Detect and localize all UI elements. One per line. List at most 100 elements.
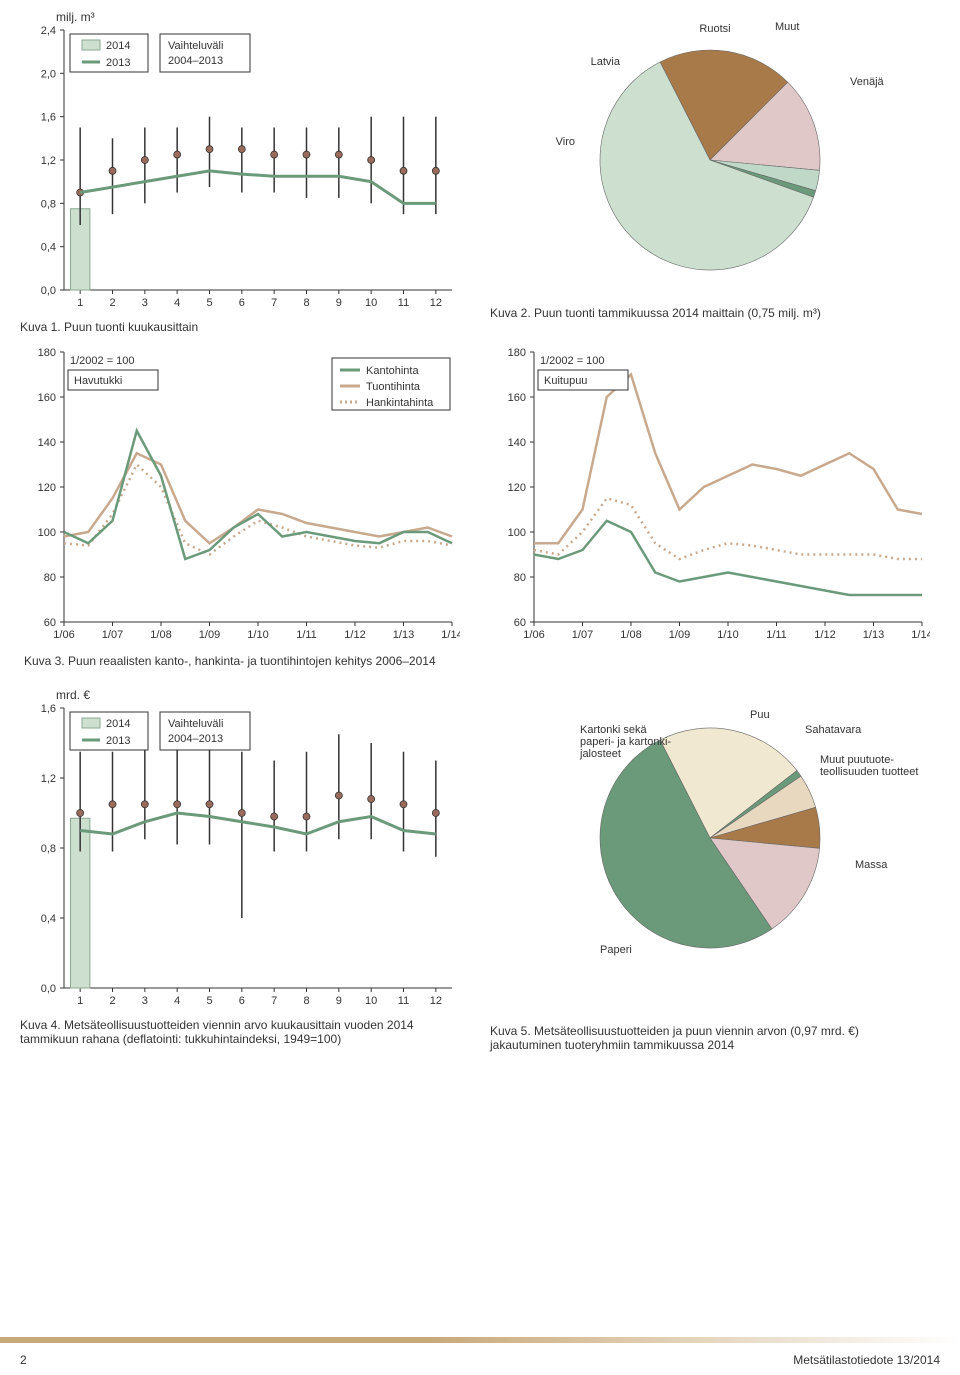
svg-text:180: 180	[508, 347, 526, 359]
svg-text:1/07: 1/07	[572, 629, 593, 641]
row-3: mrd. € 0,00,40,81,21,6123456789101112201…	[20, 688, 940, 1056]
svg-text:10: 10	[365, 297, 377, 309]
svg-text:1/12: 1/12	[814, 629, 835, 641]
fig1-caption: Kuva 1. Puun tuonti kuukausittain	[20, 320, 470, 334]
page: milj. m³ 0,00,40,81,21,62,02,41234567891…	[0, 0, 960, 1375]
svg-text:0,8: 0,8	[41, 198, 56, 210]
fig2-svg: ViroLatviaRuotsiMuutVenäjä	[490, 10, 930, 300]
svg-text:60: 60	[514, 617, 526, 629]
svg-text:12: 12	[430, 297, 442, 309]
svg-text:2014: 2014	[106, 40, 130, 52]
svg-text:1/09: 1/09	[199, 629, 220, 641]
svg-text:Sahatavara: Sahatavara	[805, 724, 862, 736]
svg-text:1/11: 1/11	[766, 629, 787, 641]
svg-text:Kuitupuu: Kuitupuu	[544, 375, 587, 387]
fig4-caption: Kuva 4. Metsäteollisuustuotteiden vienni…	[20, 1018, 450, 1046]
svg-text:2014: 2014	[106, 718, 130, 730]
svg-text:80: 80	[44, 572, 56, 584]
svg-text:8: 8	[303, 995, 309, 1007]
svg-text:1/12: 1/12	[344, 629, 365, 641]
svg-text:1,6: 1,6	[41, 703, 56, 715]
svg-text:2004–2013: 2004–2013	[168, 55, 223, 67]
svg-text:0,4: 0,4	[41, 242, 56, 254]
svg-text:120: 120	[38, 482, 56, 494]
svg-text:Puu: Puu	[750, 709, 770, 721]
svg-text:11: 11	[398, 297, 409, 309]
svg-text:12: 12	[430, 995, 442, 1007]
svg-text:1/06: 1/06	[53, 629, 74, 641]
svg-text:6: 6	[239, 297, 245, 309]
svg-text:Vaihteluväli: Vaihteluväli	[168, 718, 223, 730]
svg-text:Tuontihinta: Tuontihinta	[366, 381, 421, 393]
svg-text:160: 160	[38, 392, 56, 404]
svg-text:Latvia: Latvia	[591, 56, 621, 68]
svg-text:100: 100	[508, 527, 526, 539]
fig4-svg: 0,00,40,81,21,612345678910111220142013Va…	[20, 702, 460, 1012]
svg-text:5: 5	[206, 297, 212, 309]
svg-text:1/2002 = 100: 1/2002 = 100	[540, 355, 605, 367]
svg-text:Kantohinta: Kantohinta	[366, 365, 419, 377]
svg-text:1/13: 1/13	[393, 629, 414, 641]
fig5-panel: Kartonki sekäpaperi- ja kartonki-jaloste…	[490, 688, 940, 1056]
svg-text:7: 7	[271, 995, 277, 1007]
svg-text:1/10: 1/10	[247, 629, 268, 641]
footer-pub: Metsätilastotiedote 13/2014	[793, 1353, 940, 1367]
fig1-svg: 0,00,40,81,21,62,02,41234567891011122014…	[20, 24, 460, 314]
svg-text:Kartonki sekä: Kartonki sekä	[580, 724, 648, 736]
svg-text:11: 11	[398, 995, 409, 1007]
svg-text:1/06: 1/06	[523, 629, 544, 641]
svg-text:80: 80	[514, 572, 526, 584]
svg-text:Muut: Muut	[775, 21, 799, 33]
fig2-caption: Kuva 2. Puun tuonti tammikuussa 2014 mai…	[490, 306, 910, 320]
svg-text:0,0: 0,0	[41, 983, 56, 995]
svg-text:paperi- ja kartonki-: paperi- ja kartonki-	[580, 736, 671, 748]
svg-text:140: 140	[38, 437, 56, 449]
svg-text:4: 4	[174, 297, 180, 309]
svg-text:1/14: 1/14	[441, 629, 460, 641]
svg-text:180: 180	[38, 347, 56, 359]
svg-text:Viro: Viro	[556, 136, 575, 148]
svg-text:Havutukki: Havutukki	[74, 375, 122, 387]
svg-text:5: 5	[206, 995, 212, 1007]
svg-text:1/10: 1/10	[717, 629, 738, 641]
svg-text:2004–2013: 2004–2013	[168, 733, 223, 745]
svg-text:jalosteet: jalosteet	[579, 748, 621, 760]
svg-text:1/09: 1/09	[669, 629, 690, 641]
svg-text:1/07: 1/07	[102, 629, 123, 641]
fig1-ylabel: milj. m³	[56, 10, 470, 24]
svg-text:Paperi: Paperi	[600, 944, 632, 956]
fig3-left-svg: 60801001201401601801/061/071/081/091/101…	[20, 346, 460, 646]
svg-text:2: 2	[109, 995, 115, 1007]
footer-bar	[0, 1337, 960, 1343]
svg-text:3: 3	[142, 297, 148, 309]
svg-text:60: 60	[44, 617, 56, 629]
svg-text:2,0: 2,0	[41, 68, 56, 80]
fig3-right-panel: 60801001201401601801/061/071/081/091/101…	[490, 346, 940, 646]
svg-text:1: 1	[77, 995, 83, 1007]
svg-text:2013: 2013	[106, 57, 130, 69]
svg-text:120: 120	[508, 482, 526, 494]
fig2-panel: ViroLatviaRuotsiMuutVenäjä Kuva 2. Puun …	[490, 10, 940, 338]
fig4-panel: mrd. € 0,00,40,81,21,6123456789101112201…	[20, 688, 470, 1056]
svg-text:1/2002 = 100: 1/2002 = 100	[70, 355, 135, 367]
footer: 2 Metsätilastotiedote 13/2014	[0, 1353, 960, 1367]
fig4-ylabel: mrd. €	[56, 688, 470, 702]
svg-text:1/14: 1/14	[911, 629, 930, 641]
svg-text:10: 10	[365, 995, 377, 1007]
svg-text:0,0: 0,0	[41, 285, 56, 297]
svg-text:1: 1	[77, 297, 83, 309]
svg-text:2013: 2013	[106, 735, 130, 747]
svg-text:7: 7	[271, 297, 277, 309]
svg-text:4: 4	[174, 995, 180, 1007]
svg-text:9: 9	[336, 297, 342, 309]
fig3-caption: Kuva 3. Puun reaalisten kanto-, hankinta…	[24, 654, 940, 668]
svg-text:6: 6	[239, 995, 245, 1007]
svg-text:1/08: 1/08	[620, 629, 641, 641]
svg-text:1,2: 1,2	[41, 773, 56, 785]
svg-text:2,4: 2,4	[41, 25, 56, 37]
svg-text:Ruotsi: Ruotsi	[699, 23, 730, 35]
svg-text:Hankintahinta: Hankintahinta	[366, 397, 434, 409]
svg-text:140: 140	[508, 437, 526, 449]
fig5-caption: Kuva 5. Metsäteollisuustuotteiden ja puu…	[490, 1024, 910, 1052]
svg-text:1,6: 1,6	[41, 112, 56, 124]
